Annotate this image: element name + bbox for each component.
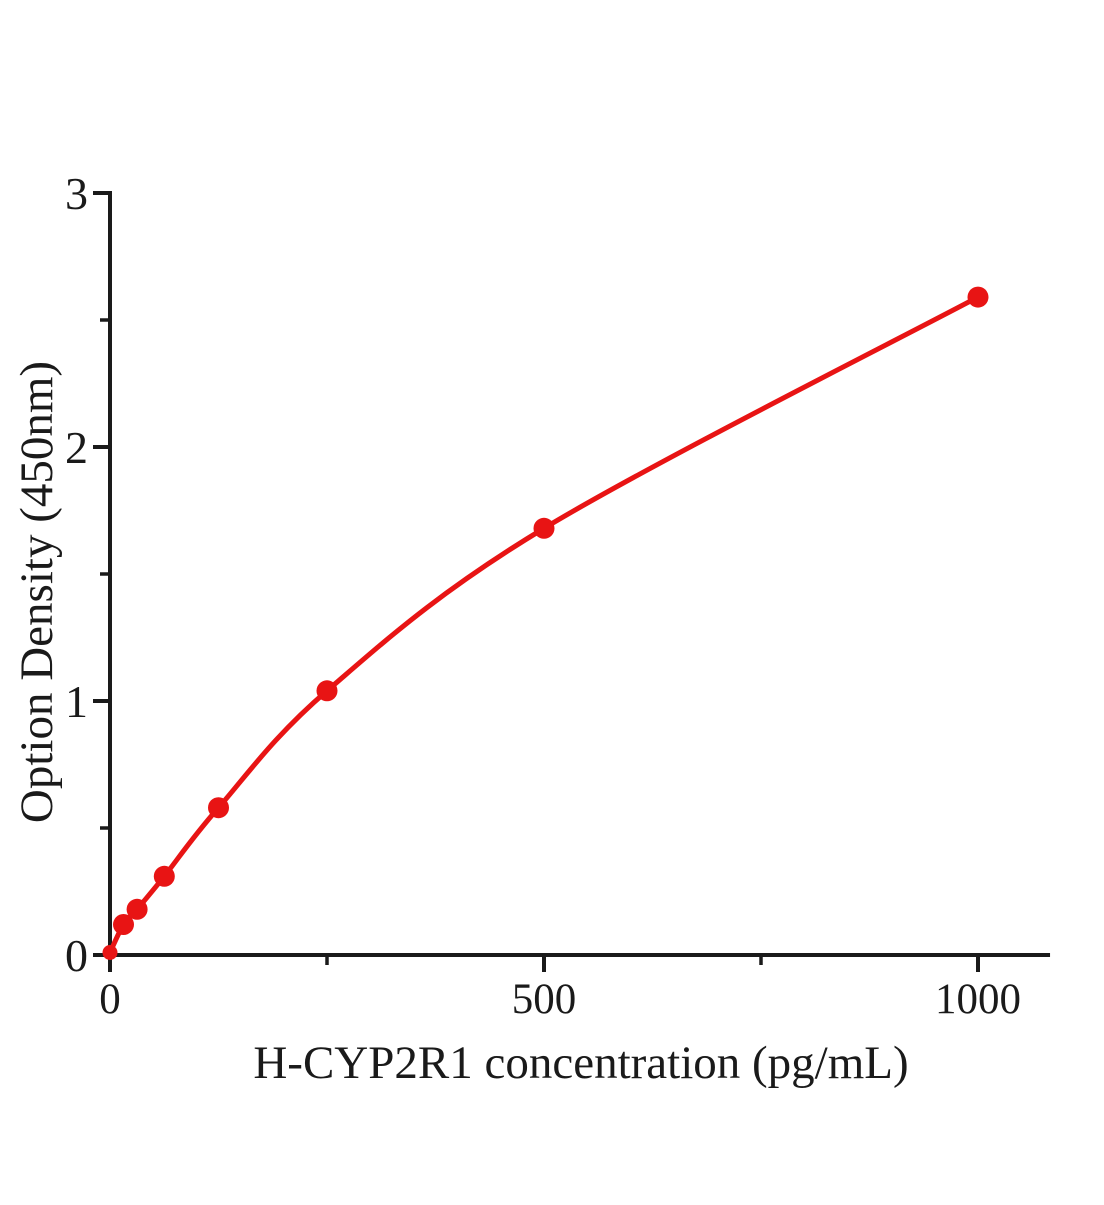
- y-tick-label: 3: [65, 168, 88, 219]
- standard-curve-line: [107, 294, 981, 955]
- y-axis-title: Option Density (450nm): [11, 361, 63, 823]
- data-point: [533, 517, 555, 539]
- x-tick-label: 1000: [935, 976, 1021, 1023]
- data-series: [102, 286, 989, 960]
- axis-ticks: [93, 191, 980, 972]
- data-point: [967, 286, 989, 308]
- data-point: [102, 945, 118, 960]
- axes: [108, 191, 1051, 957]
- x-tick-label: 500: [512, 976, 577, 1023]
- data-point: [153, 865, 175, 887]
- x-tick-label: 0: [99, 976, 121, 1023]
- axis-tick-labels: 0 500 1000 0 1 2 3: [65, 168, 1021, 1023]
- y-tick-label: 0: [65, 930, 88, 981]
- data-point: [316, 680, 338, 702]
- data-point: [126, 898, 148, 920]
- y-tick-label: 1: [65, 676, 88, 727]
- y-tick-label: 2: [65, 422, 88, 473]
- data-point: [208, 797, 229, 819]
- data-point: [113, 914, 134, 935]
- x-axis-title: H-CYP2R1 concentration (pg/mL): [253, 1037, 908, 1089]
